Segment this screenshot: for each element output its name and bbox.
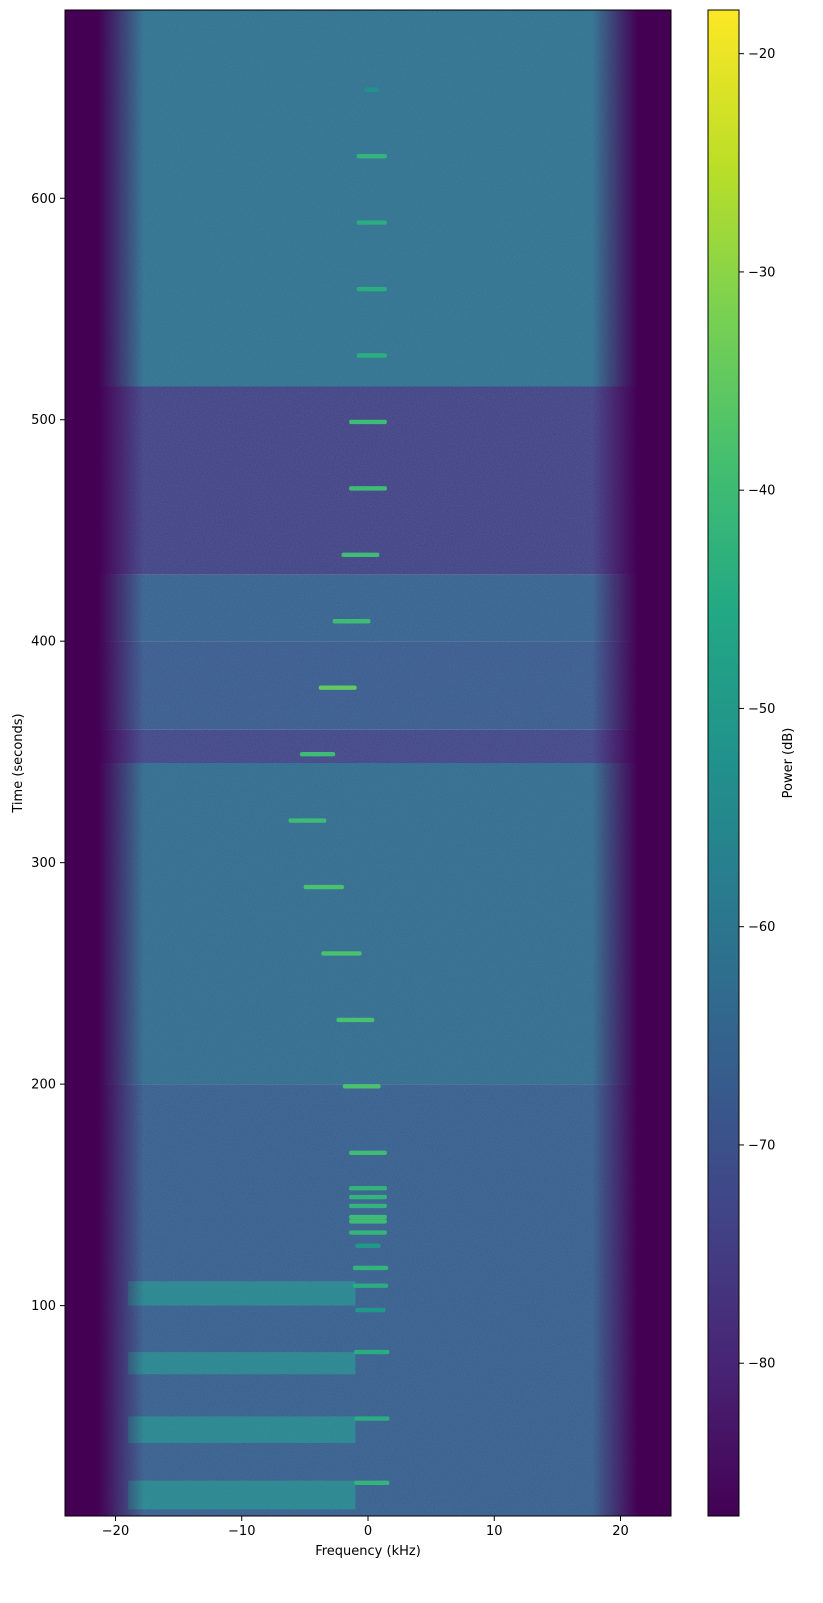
band-edge-rolloff xyxy=(65,10,671,1516)
tone-mark xyxy=(355,1307,386,1313)
tone-mark xyxy=(354,1480,390,1485)
tone-mark xyxy=(354,1416,390,1421)
tone-mark xyxy=(354,1349,390,1355)
y-tick-label: 200 xyxy=(31,1078,56,1093)
colorbar-tick-label: −40 xyxy=(748,484,775,499)
tone-mark xyxy=(288,818,327,823)
tone-mark xyxy=(356,153,387,159)
y-tick-label: 300 xyxy=(31,856,56,871)
tone-mark xyxy=(349,419,387,425)
tone-mark xyxy=(349,1194,387,1200)
x-axis: −20 −10 0 10 20 xyxy=(102,1516,629,1539)
tone-marks xyxy=(288,87,390,1485)
x-tick-label: −10 xyxy=(228,1524,255,1539)
colorbar-tick-label: −80 xyxy=(748,1357,775,1372)
x-tick-label: 10 xyxy=(486,1524,503,1539)
tone-mark xyxy=(349,1186,387,1191)
tone-mark xyxy=(336,1017,375,1023)
tone-mark xyxy=(349,1214,387,1220)
tone-mark xyxy=(349,1203,387,1209)
x-tick-label: −20 xyxy=(102,1524,129,1539)
colorbar-tick-label: −70 xyxy=(748,1138,775,1153)
y-axis: 100 200 300 400 500 600 xyxy=(31,192,65,1314)
y-tick-label: 400 xyxy=(31,635,56,650)
colorbar-ticks: −20 −30 −40 −50 −60 −70 −80 xyxy=(739,47,775,1372)
tone-mark xyxy=(352,1283,389,1288)
tone-mark xyxy=(349,1219,387,1224)
tone-mark xyxy=(341,552,380,558)
tone-mark xyxy=(303,884,345,890)
x-tick-label: 0 xyxy=(364,1524,372,1539)
y-axis-label: Time (seconds) xyxy=(11,713,26,813)
tone-mark xyxy=(356,286,387,292)
colorbar-tick-label: −50 xyxy=(748,702,775,717)
colorbar-tick-label: −20 xyxy=(748,47,775,62)
colorbar-tick-label: −60 xyxy=(748,920,775,935)
y-tick-label: 100 xyxy=(31,1299,56,1314)
tone-mark xyxy=(342,1084,381,1089)
tone-mark xyxy=(352,1265,389,1271)
tone-mark xyxy=(355,1243,381,1249)
tone-mark xyxy=(349,486,387,491)
heatmap-plot-area xyxy=(64,9,672,1517)
tone-mark xyxy=(349,1230,387,1235)
tone-mark xyxy=(356,220,387,225)
colorbar-label: Power (dB) xyxy=(781,728,796,799)
tone-mark xyxy=(299,751,336,757)
tone-mark xyxy=(356,353,387,358)
tone-mark xyxy=(318,685,357,690)
tone-mark xyxy=(364,87,380,92)
colorbar-gradient xyxy=(707,9,740,1517)
y-tick-label: 500 xyxy=(31,413,56,428)
x-tick-label: 20 xyxy=(612,1524,629,1539)
colorbar: −20 −30 −40 −50 −60 −70 −80 Power (dB) xyxy=(707,9,796,1517)
tone-mark xyxy=(332,619,371,624)
tone-mark xyxy=(321,951,362,956)
tone-mark xyxy=(349,1150,387,1155)
x-axis-label: Frequency (kHz) xyxy=(315,1544,421,1559)
y-tick-label: 600 xyxy=(31,192,56,207)
colorbar-tick-label: −30 xyxy=(748,265,775,280)
